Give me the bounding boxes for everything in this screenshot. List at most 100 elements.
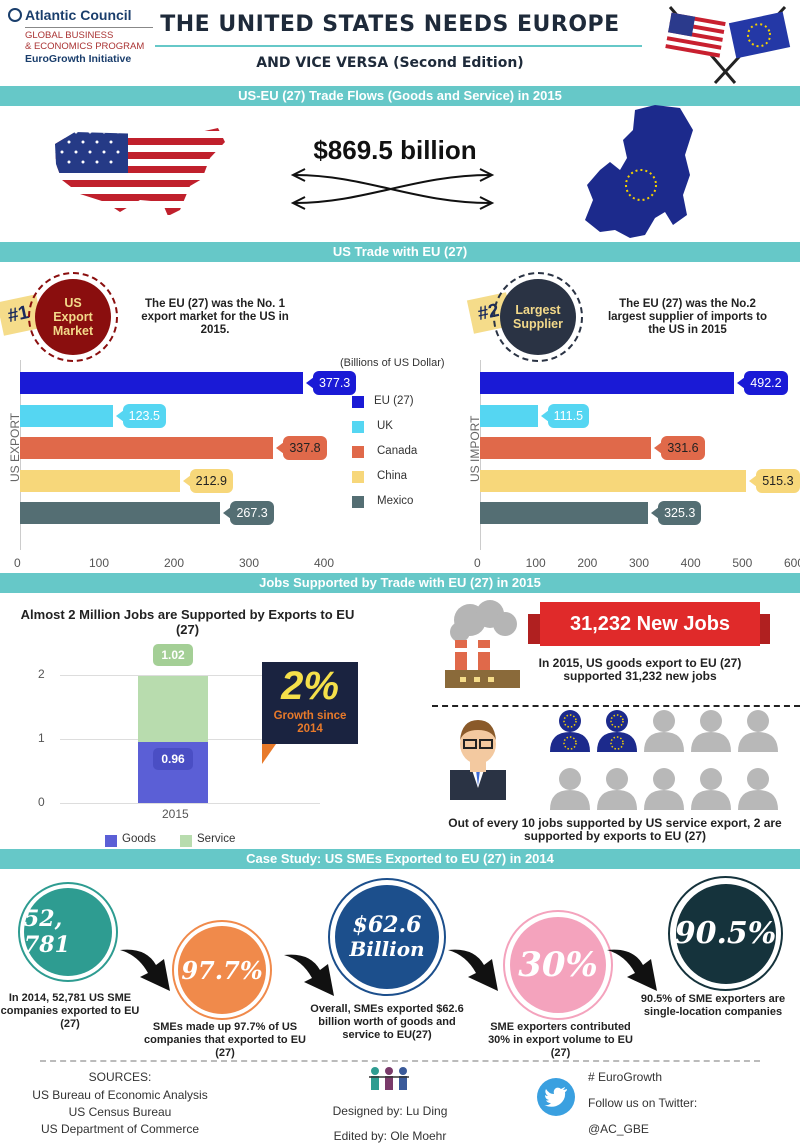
program-line1: GLOBAL BUSINESS (25, 30, 114, 41)
bar-value-label: 267.3 (223, 501, 274, 525)
bar-value-label: 212.9 (182, 469, 233, 493)
single-location-circle: 90.5% (668, 876, 783, 991)
eu-person-icon (550, 710, 590, 752)
legend-swatch (352, 421, 364, 433)
footer-divider (40, 1060, 760, 1062)
globe-icon (8, 8, 22, 22)
largest-supplier-badge: Largest Supplier (493, 272, 583, 362)
program-line2: & ECONOMICS PROGRAM (25, 41, 145, 52)
sme-export-value-line1: $62.6 (352, 912, 422, 938)
growth-value: 2% (281, 664, 339, 708)
stacked-bar-value-label: 1.02 (153, 644, 193, 667)
legend-swatch (105, 835, 117, 847)
bar-value-label: 337.8 (276, 436, 327, 460)
hashtag: # EuroGrowth (588, 1070, 663, 1084)
legend-swatch (352, 496, 364, 508)
x-tick-label: 400 (314, 556, 335, 570)
import-chart-area: 492.2 111.5 331.6 515.3 325.3 0 100 200 300 400 5… (474, 360, 800, 570)
export-chart-area: 377.3 123.5 337.8 212.9 267.3 0 100 200 300 400 (14, 360, 357, 570)
legend-label: UK (377, 420, 393, 432)
legend-label: Goods (122, 833, 156, 845)
section-band-case-study: Case Study: US SMEs Exported to EU (27) … (0, 849, 800, 869)
unit-label: (Billions of US Dollar) (340, 357, 445, 369)
source-bea: US Bureau of Economic Analysis (32, 1088, 208, 1102)
sme-export-value-circle: $62.6 Billion (328, 878, 446, 996)
bidirectional-arrows-icon (290, 168, 495, 210)
growth-box-fold (262, 744, 276, 764)
team-icon (369, 1067, 409, 1090)
x-tick-label: 300 (629, 556, 650, 570)
person-icon (738, 768, 778, 810)
export-badge-line1: US (64, 296, 82, 310)
bar-mexico (20, 502, 221, 524)
x-tick-label: 2015 (162, 807, 189, 821)
office-worker-icon (450, 720, 506, 800)
bar-uk (20, 405, 113, 427)
org-name: Atlantic Council (25, 7, 132, 23)
initiative-name: EuroGrowth Initiative (25, 53, 132, 65)
bar-eu-27- (20, 372, 303, 394)
import-badge-line2: Supplier (512, 317, 563, 331)
bar-value-label: 492.2 (737, 371, 788, 395)
bar-value-label: 325.3 (651, 501, 702, 525)
legend-swatch (352, 396, 364, 408)
trade-total-amount: $869.5 billion (313, 135, 477, 165)
people-grid (548, 708, 788, 812)
bar-value-label: 377.3 (305, 371, 357, 395)
legend-label: Service (197, 833, 236, 845)
new-jobs-value: 31,232 New Jobs (540, 602, 760, 646)
x-tick-label: 500 (732, 556, 753, 570)
chart-legend: EU (27) UK Canada China Mexico (352, 393, 452, 513)
designed-by: Designed by: Lu Ding (332, 1104, 448, 1118)
logo-divider (25, 27, 153, 28)
eu-map-icon (585, 105, 693, 238)
export-market-text: The EU (27) was the No. 1 export market … (141, 298, 289, 336)
legend-label: China (377, 470, 408, 482)
x-tick-label: 200 (577, 556, 598, 570)
section-band-trade-flows: US-EU (27) Trade Flows (Goods and Servic… (0, 86, 800, 106)
y-tick-label: 1 (38, 731, 45, 745)
gridline (60, 675, 320, 676)
legend-swatch (180, 835, 192, 847)
export-market-badge: US Export Market (28, 272, 118, 362)
stacked-bar-service (138, 676, 208, 742)
title-underline (155, 45, 642, 47)
y-tick-label: 2 (38, 667, 45, 681)
growth-caption-line1: Growth since (273, 710, 347, 722)
source-census: US Census Bureau (68, 1105, 172, 1119)
export-badge-line2: Export (53, 310, 93, 324)
edited-by: Edited by: Ole Moehr (333, 1129, 447, 1143)
sme-volume-circle: 30% (503, 910, 613, 1020)
arrow-icon-3 (448, 949, 498, 991)
arrow-icon-1 (120, 949, 170, 991)
person-icon (644, 768, 684, 810)
eu-person-icon (597, 710, 637, 752)
growth-caption-line2: 2014 (297, 723, 323, 735)
logo: Atlantic Council GLOBAL BUSINESS & ECONO… (8, 6, 153, 66)
import-supplier-text: The EU (27) was the No.2 largest supplie… (607, 298, 768, 336)
legend-swatch (352, 471, 364, 483)
sme-volume-text: SME exporters contributed 30% in export … (488, 1021, 633, 1059)
bar-value-label: 331.6 (654, 436, 705, 460)
jobs-chart-area: 0 1 2 0.96 1.02 2015 Goods Service (30, 640, 320, 850)
twitter-icon[interactable] (537, 1078, 575, 1116)
x-tick-label: 400 (680, 556, 701, 570)
sme-share-text: SMEs made up 97.7% of US companies that … (144, 1021, 306, 1059)
bar-value-label: 123.5 (115, 404, 166, 428)
sme-export-value-text: Overall, SMEs exported $62.6 billion wor… (310, 1003, 464, 1041)
x-tick-label: 100 (89, 556, 110, 570)
twitter-handle[interactable]: @AC_GBE (588, 1122, 649, 1136)
person-icon (691, 768, 731, 810)
sme-volume-value: 30% (510, 917, 606, 1013)
section-band-jobs: Jobs Supported by Trade with EU (27) in … (0, 573, 800, 593)
source-commerce: US Department of Commerce (40, 1122, 200, 1136)
growth-box: 2% Growth since 2014 (262, 662, 358, 744)
bar-uk (480, 405, 538, 427)
sme-count-circle: 52, 781 (18, 882, 118, 982)
new-jobs-text: In 2015, US goods export to EU (27) supp… (538, 656, 742, 683)
bar-canada (480, 437, 652, 459)
stacked-bar-value-label: 0.96 (153, 747, 193, 770)
x-tick-label: 300 (239, 556, 260, 570)
import-badge-line1: Largest (515, 303, 561, 317)
person-icon (738, 710, 778, 752)
